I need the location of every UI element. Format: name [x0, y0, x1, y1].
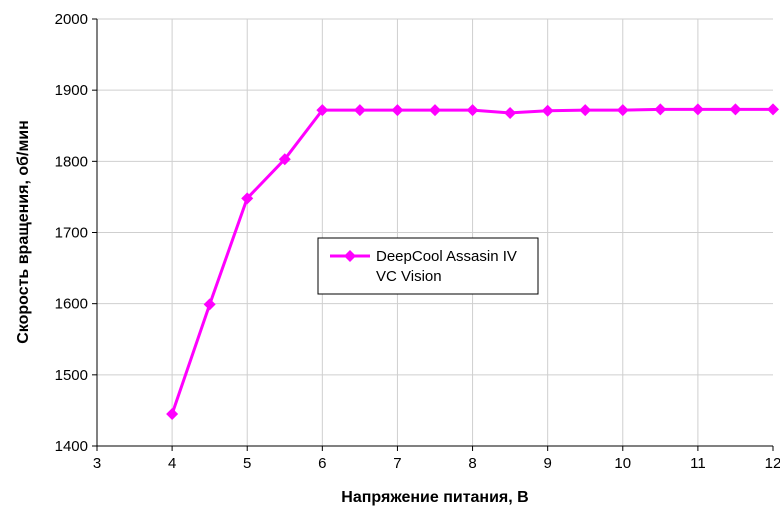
data-point-0-14	[691, 103, 704, 116]
data-point-0-9	[504, 106, 517, 119]
data-point-0-0	[166, 407, 179, 420]
legend: DeepCool Assasin IV VC Vision	[317, 237, 539, 295]
x-tick-label-5: 5	[243, 455, 251, 472]
data-point-0-8	[466, 104, 479, 117]
x-tick-label-10: 10	[614, 455, 631, 472]
y-axis-title: Скорость вращения, об/мин	[15, 120, 32, 344]
series-layer	[166, 103, 779, 420]
y-tick-label-1700: 1700	[55, 225, 88, 242]
x-axis-title: Напряжение питания, В	[341, 489, 528, 506]
legend-label-line-1: DeepCool Assasin IV	[376, 248, 517, 265]
x-tick-label-9: 9	[543, 455, 551, 472]
data-point-0-13	[654, 103, 667, 116]
x-tick-label-8: 8	[468, 455, 476, 472]
x-tick-label-7: 7	[393, 455, 401, 472]
data-point-0-5	[353, 104, 366, 117]
data-point-0-1	[203, 298, 216, 311]
y-tick-label-1400: 1400	[55, 438, 88, 455]
data-point-0-7	[429, 104, 441, 117]
x-tick-label-11: 11	[690, 455, 706, 472]
data-point-0-3	[278, 153, 291, 166]
x-tick-label-12: 12	[765, 455, 780, 472]
legend-label-line-2: VC Vision	[376, 268, 442, 285]
data-point-0-2	[241, 192, 254, 205]
tick-labels: 3 4 5 6 7 8 9 10 11 12 1400 1500 1600 1700 1800 1900 200…	[55, 11, 780, 472]
grid	[97, 18, 773, 446]
data-point-0-16	[767, 103, 779, 116]
data-point-0-10	[541, 104, 554, 117]
y-tick-label-1900: 1900	[55, 82, 88, 99]
legend-box	[317, 237, 539, 295]
data-point-0-11	[579, 104, 592, 117]
y-tick-label-1800: 1800	[55, 153, 88, 170]
legend-marker	[344, 250, 356, 262]
x-tick-label-4: 4	[168, 455, 176, 472]
y-tick-label-1600: 1600	[55, 296, 88, 313]
data-point-0-6	[391, 104, 404, 117]
data-point-0-15	[729, 103, 742, 116]
x-tick-label-6: 6	[318, 455, 326, 472]
y-tick-label-1500: 1500	[55, 367, 88, 384]
data-point-0-12	[616, 104, 629, 117]
data-point-0-4	[316, 104, 329, 117]
x-tick-label-3: 3	[93, 455, 101, 472]
axes	[92, 18, 774, 451]
y-tick-label-2000: 2000	[55, 11, 88, 28]
